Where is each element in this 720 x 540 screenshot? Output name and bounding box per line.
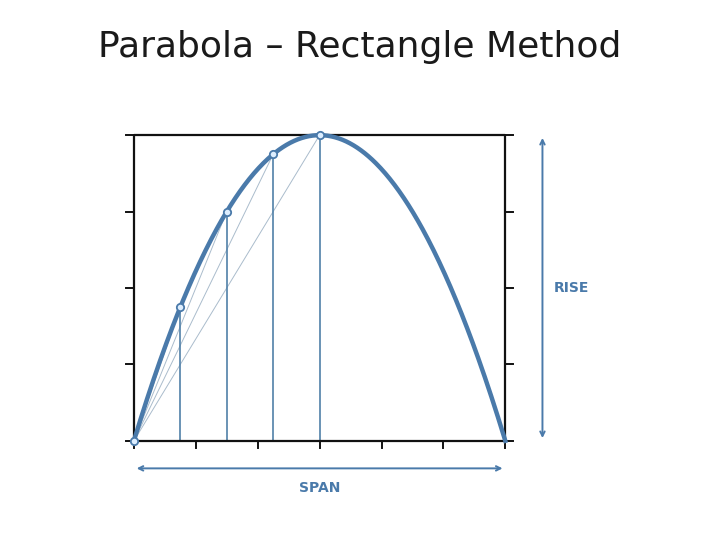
Point: [267, 150, 279, 159]
Point: [174, 303, 186, 312]
Point: [221, 207, 233, 216]
Point: [128, 436, 140, 445]
Point: [314, 131, 325, 139]
Text: SPAN: SPAN: [299, 481, 341, 495]
Text: RISE: RISE: [554, 281, 589, 295]
Text: Parabola – Rectangle Method: Parabola – Rectangle Method: [99, 30, 621, 64]
